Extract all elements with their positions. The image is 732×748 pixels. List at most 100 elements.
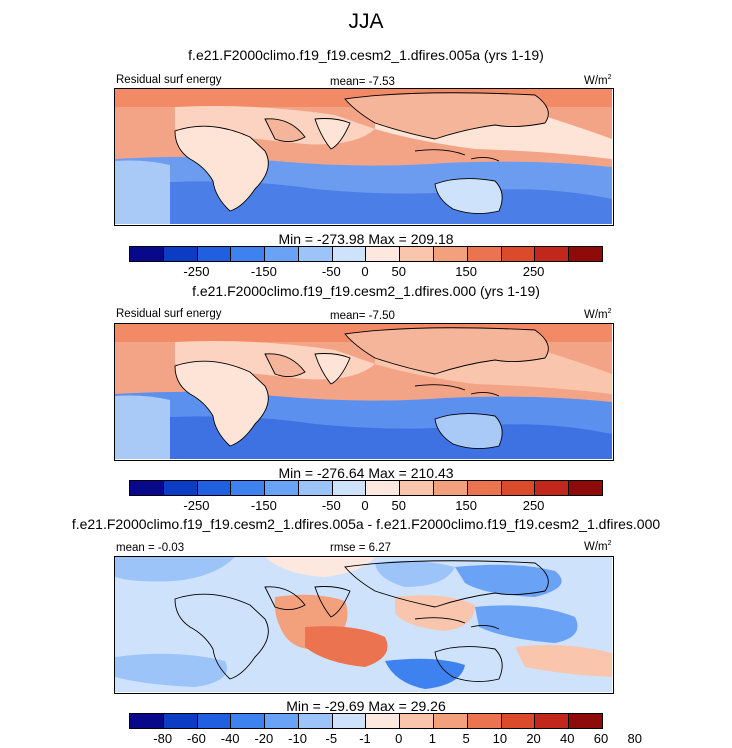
colorbar-swatch [535,714,570,728]
diff-patch-south-atlantic [115,653,227,687]
colorbar-tick-label: 0 [361,264,369,279]
colorbar-tick-label: 20 [526,731,541,746]
panel-3-case-title: f.e21.F2000climo.f19_f19.cesm2_1.dfires.… [71,516,661,532]
colorbar-swatch [231,481,266,495]
colorbar-swatch [130,714,164,728]
diff-patch-maritime [395,595,475,631]
panel-3-colorbar-ticks: -80 -60 -40 -20 -10 -5 -1 0 1 5 10 20 40 60 80 [129,731,642,747]
colorbar-swatch [265,481,299,495]
colorbar-swatch [501,247,536,261]
colorbar-tick-label: -80 [153,731,173,746]
colorbar-swatch [569,247,602,261]
asia-coastline [344,92,549,140]
colorbar-swatch [231,714,266,728]
asia-coastline [344,560,549,608]
panel-3-map [114,556,614,694]
colorbar-swatch [400,714,435,728]
colorbar-swatch [163,247,198,261]
panel-3-map-svg [115,557,612,692]
colorbar-tick-label: -10 [288,731,307,746]
colorbar-swatch [332,247,367,261]
colorbar-swatch [298,481,333,495]
colorbar-tick-label: -5 [325,731,338,746]
colorbar-swatch [265,714,299,728]
panel-2-colorbar-ticks: -250 -150 -50 0 50 150 250 [129,498,603,514]
panel-2-minmax: Min = -276.64 Max = 210.43 [278,465,454,481]
map-atlantic-south [115,160,170,224]
colorbar-tick-label: 0 [395,731,403,746]
panel-3-mean-label: mean = -0.03 [116,542,185,554]
colorbar-swatch [569,714,602,728]
page-title: JJA [348,10,384,33]
panel-2-map [114,323,614,461]
africa-coastline [174,360,269,447]
colorbar-swatch [366,481,401,495]
colorbar-swatch [332,714,367,728]
colorbar-tick-label: -50 [321,498,341,513]
colorbar-swatch [400,247,435,261]
diff-patch-south-pacific [515,645,612,677]
panel-1-units-label: W/m2 [584,74,612,87]
colorbar-tick-label: -150 [250,264,277,279]
colorbar-tick-label: 40 [560,731,575,746]
map-atlantic-south [115,395,170,459]
colorbar-swatch [400,481,435,495]
colorbar-tick-label: 10 [492,731,508,746]
colorbar-tick-label: -20 [254,731,274,746]
colorbar-swatch [535,481,570,495]
colorbar-tick-label: 1 [428,731,437,746]
colorbar-swatch [130,247,164,261]
colorbar-swatch [569,481,602,495]
india-coastline [314,586,351,618]
arabia-coastline [264,353,306,377]
colorbar-swatch [163,481,198,495]
colorbar-tick-label: 250 [522,264,545,279]
panel-2-mean-label: mean= -7.50 [330,310,395,322]
colorbar-swatch [298,247,333,261]
colorbar-swatch [366,247,401,261]
diff-patch-south-indian [385,658,465,689]
colorbar-tick-label: -250 [183,498,210,513]
colorbar-swatch [535,247,570,261]
colorbar-swatch [197,481,232,495]
panel-1-variable-label: Residual surf energy [116,74,222,86]
india-coastline [314,118,351,150]
colorbar-swatch [163,714,198,728]
colorbar-swatch [501,481,536,495]
panel-1-map [114,88,614,226]
diff-patch-indian-ocean-core [305,626,388,667]
panel-2-units-label: W/m2 [584,308,612,321]
diff-patch-2 [265,557,375,577]
colorbar-tick-label: -150 [250,498,277,513]
africa-coastline [174,125,269,212]
colorbar-swatch [332,481,367,495]
panel-2-case-title: f.e21.F2000climo.f19_f19.cesm2_1.dfires.… [192,283,540,299]
diff-patch-west-pacific [475,605,578,643]
panel-2-map-svg [115,324,612,459]
colorbar-tick-label: 250 [522,498,545,513]
australia-coastline [434,178,503,214]
panel-1-minmax: Min = -273.98 Max = 209.18 [278,231,454,247]
colorbar-swatch [265,247,299,261]
diff-patch-3 [375,560,455,587]
africa-coastline [174,593,269,680]
colorbar-tick-label: 50 [391,264,406,279]
colorbar-tick-label: 60 [593,731,609,746]
panel-1-map-svg [115,89,612,224]
colorbar-tick-label: 0 [361,498,369,513]
colorbar-swatch [467,714,502,728]
asia-coastline [344,327,549,375]
colorbar-tick-label: 5 [462,731,470,746]
panel-1-colorbar-ticks: -250 -150 -50 0 50 150 250 [129,264,603,280]
panel-3-colorbar [129,713,603,729]
colorbar-swatch [501,714,536,728]
australia-coastline [434,413,503,449]
colorbar-swatch [298,714,333,728]
colorbar-tick-label: -50 [321,264,341,279]
colorbar-swatch [467,247,502,261]
colorbar-swatch [231,247,266,261]
india-coastline [314,353,351,385]
colorbar-swatch [197,247,232,261]
panel-3-units-label: W/m2 [584,540,612,553]
colorbar-tick-label: 80 [627,731,642,746]
